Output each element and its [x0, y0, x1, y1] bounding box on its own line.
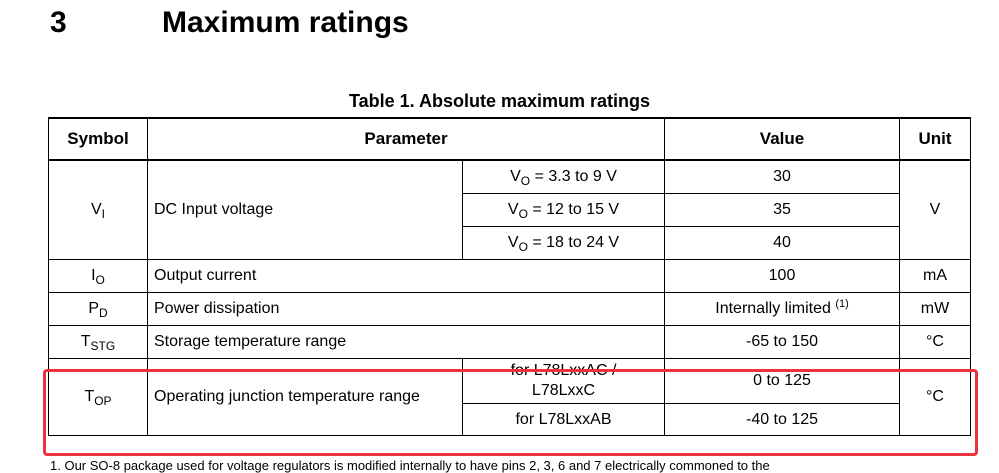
value-text: Internally limited	[715, 300, 836, 317]
parameter-operating-junction-temp: Operating junction temperature range	[147, 358, 463, 436]
symbol-sub: D	[99, 306, 108, 320]
symbol-base: I	[91, 267, 96, 284]
symbol-base: T	[80, 333, 91, 350]
cond-text: = 3.3 to 9 V	[530, 168, 617, 185]
unit-cell: °C	[899, 325, 972, 359]
value-cell: 35	[664, 193, 901, 227]
cond-base: V	[507, 234, 519, 251]
header-symbol: Symbol	[48, 117, 148, 161]
table-row: TSTG Storage temperature range -65 to 15…	[48, 325, 972, 359]
cond-line: L78LxxC	[531, 382, 596, 399]
condition-vo-3: VO = 18 to 24 V	[461, 226, 666, 260]
table-row: IO Output current 100 mA	[48, 259, 972, 293]
condition-l78lxxab: for L78LxxAB	[461, 403, 666, 436]
header-unit: Unit	[899, 117, 972, 161]
unit-top: °C	[899, 358, 972, 436]
value-cell: 40	[664, 226, 901, 260]
parameter-power-dissipation: Power dissipation	[146, 292, 666, 326]
cond-line: for L78LxxAC /	[510, 362, 617, 379]
footnote-ref: (1)	[835, 298, 849, 310]
symbol-pd: PD	[48, 292, 148, 326]
table-row: PD Power dissipation Internally limited …	[48, 292, 972, 326]
symbol-io: IO	[48, 259, 148, 293]
condition-vo-2: VO = 12 to 15 V	[461, 193, 666, 227]
header-parameter: Parameter	[146, 117, 666, 161]
cond-text: = 18 to 24 V	[527, 234, 620, 251]
table-header-row: Symbol Parameter Value Unit	[48, 117, 972, 161]
cond-base: V	[507, 201, 519, 218]
symbol-sub: STG	[90, 339, 116, 353]
value-cell: -65 to 150	[664, 325, 901, 359]
header-value: Value	[664, 117, 901, 161]
table-row: for L78LxxAB -40 to 125	[49, 403, 971, 436]
value-cell: -40 to 125	[664, 403, 901, 436]
cond-sub: O	[520, 174, 531, 188]
cond-text: = 12 to 15 V	[527, 201, 620, 218]
table-row: VI DC Input voltage VO = 3.3 to 9 V 30 V	[48, 159, 972, 260]
parameter-output-current: Output current	[146, 259, 666, 293]
parameter-dc-input-voltage: DC Input voltage	[147, 159, 463, 260]
section-number: 3	[50, 6, 67, 39]
value-cell: 0 to 125	[664, 358, 901, 404]
symbol-base: V	[90, 201, 102, 218]
symbol-vi: VI	[48, 159, 148, 260]
condition-vo-1: VO = 3.3 to 9 V	[461, 159, 666, 194]
unit-cell: mW	[899, 292, 972, 326]
table-row: TOP Operating junction temperature range…	[48, 358, 972, 436]
condition-l78lxxac: for L78LxxAC / L78LxxC	[461, 358, 666, 404]
parameter-storage-temp: Storage temperature range	[146, 325, 666, 359]
unit-cell: mA	[899, 259, 972, 293]
symbol-sub: OP	[94, 394, 112, 408]
symbol-base: P	[88, 300, 99, 317]
value-cell: 30	[664, 159, 901, 194]
section-title: Maximum ratings	[162, 6, 409, 39]
symbol-sub: I	[101, 207, 105, 221]
symbol-tstg: TSTG	[48, 325, 148, 359]
symbol-top: TOP	[48, 358, 148, 436]
cond-sub: O	[518, 240, 528, 254]
symbol-sub: O	[95, 273, 105, 287]
table-caption: Table 1. Absolute maximum ratings	[348, 91, 651, 111]
value-cell: 100	[664, 259, 901, 293]
value-cell: Internally limited (1)	[664, 292, 901, 326]
table-row: VO = 12 to 15 V 35	[49, 193, 971, 227]
absolute-max-ratings-table: Symbol Parameter Value Unit VI DC Input …	[48, 117, 972, 436]
cond-sub: O	[518, 207, 528, 221]
unit-vi: V	[899, 159, 972, 260]
cond-base: V	[510, 168, 521, 185]
symbol-base: T	[84, 388, 95, 405]
